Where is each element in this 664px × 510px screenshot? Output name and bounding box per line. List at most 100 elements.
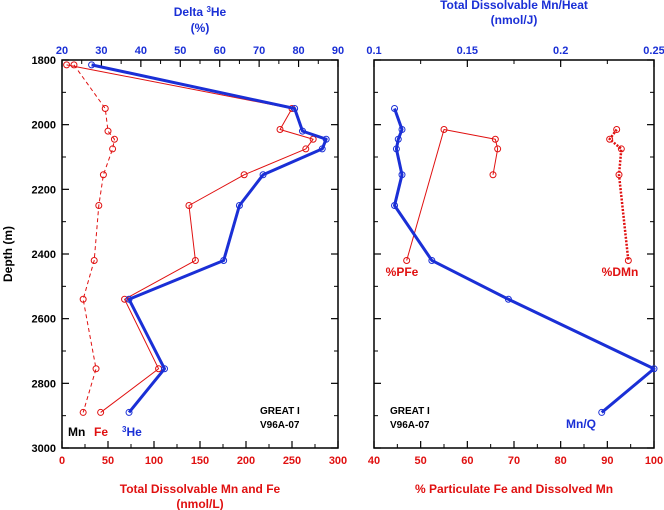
data-point-fe bbox=[95, 202, 103, 209]
data-point-mn bbox=[302, 145, 310, 153]
data-point-mnq bbox=[398, 126, 406, 134]
x-top-tick-label: 0.1 bbox=[366, 45, 381, 57]
x-bottom-tick-label: 300 bbox=[329, 455, 347, 467]
y-tick-label: 3000 bbox=[32, 443, 56, 455]
x-top-tick-label: 30 bbox=[95, 45, 107, 57]
x-top-tick-label: 0.2 bbox=[553, 45, 568, 57]
data-point-3he bbox=[318, 145, 326, 153]
x-bottom-tick-label: 100 bbox=[645, 455, 663, 467]
x-top-tick-label: 0.25 bbox=[643, 45, 664, 57]
legend-mn: Mn bbox=[68, 425, 85, 439]
data-point-fe bbox=[90, 256, 98, 264]
y-tick-label: 2000 bbox=[32, 120, 56, 132]
top-axis-unit: (nmol/J) bbox=[491, 13, 538, 27]
series-line-3he bbox=[91, 63, 328, 414]
y-tick-label: 2400 bbox=[32, 249, 56, 261]
x-top-tick-label: 90 bbox=[332, 45, 344, 57]
x-bottom-tick-label: 50 bbox=[415, 455, 427, 467]
data-point-mn bbox=[191, 256, 199, 264]
data-point-mn bbox=[97, 408, 105, 416]
data-point-fe bbox=[79, 408, 87, 416]
x-top-tick-label: 40 bbox=[135, 45, 147, 57]
x-bottom-tick-label: 60 bbox=[461, 455, 473, 467]
y-tick-label: 2800 bbox=[32, 378, 56, 390]
station-label: GREAT I bbox=[390, 406, 430, 417]
data-point-fe bbox=[109, 145, 117, 153]
series-label-mnq: Mn/Q bbox=[566, 417, 596, 431]
data-point-3he bbox=[291, 105, 299, 112]
top-axis-title: Delta 3He bbox=[174, 5, 227, 19]
data-point-fe bbox=[110, 135, 118, 143]
data-point-3he bbox=[125, 295, 133, 303]
data-point-dmn bbox=[606, 135, 614, 143]
x-bottom-tick-label: 150 bbox=[191, 455, 209, 467]
y-axis-title: Depth (m) bbox=[1, 226, 15, 282]
series-label-pfe: %PFe bbox=[386, 265, 419, 279]
x-bottom-tick-label: 200 bbox=[237, 455, 255, 467]
data-point-fe bbox=[79, 295, 87, 303]
bottom-axis-unit: (nmol/L) bbox=[176, 497, 223, 510]
series-line-mnq bbox=[393, 107, 656, 414]
data-point-fe bbox=[104, 127, 112, 135]
station-id-label: V96A-07 bbox=[260, 420, 300, 431]
data-point-pfe bbox=[440, 126, 448, 134]
data-point-3he bbox=[125, 408, 133, 416]
data-point-3he bbox=[299, 127, 307, 135]
x-top-tick-label: 60 bbox=[214, 45, 226, 57]
bottom-axis-title: % Particulate Fe and Dissolved Mn bbox=[415, 482, 613, 496]
data-point-3he bbox=[259, 171, 267, 179]
data-point-dmn bbox=[624, 256, 632, 264]
data-point-pfe bbox=[494, 145, 502, 153]
data-point-fe bbox=[70, 61, 78, 69]
legend-3he: 3He bbox=[122, 425, 142, 439]
y-tick-label: 2600 bbox=[32, 314, 56, 326]
series-label-dmn: %DMn bbox=[602, 265, 639, 279]
bottom-axis-title: Total Dissolvable Mn and Fe bbox=[120, 482, 281, 496]
data-point-pfe bbox=[403, 256, 411, 264]
series-line-dmn bbox=[608, 128, 630, 261]
series-line-mn bbox=[66, 64, 314, 413]
data-point-3he bbox=[88, 61, 96, 69]
data-point-mnq bbox=[398, 171, 406, 179]
data-point-mnq bbox=[391, 202, 399, 209]
data-point-mn bbox=[63, 61, 71, 69]
data-point-fe bbox=[101, 105, 109, 112]
data-point-mnq bbox=[598, 408, 606, 416]
x-bottom-tick-label: 0 bbox=[59, 455, 65, 467]
y-tick-label: 1800 bbox=[32, 55, 56, 67]
data-point-dmn bbox=[613, 126, 621, 134]
data-point-mn bbox=[185, 202, 193, 209]
station-label: GREAT I bbox=[260, 406, 300, 417]
plot-frame-2 bbox=[373, 59, 655, 449]
data-point-3he bbox=[322, 135, 330, 143]
data-point-dmn bbox=[617, 145, 625, 153]
data-point-mnq bbox=[394, 135, 402, 143]
x-bottom-tick-label: 90 bbox=[601, 455, 613, 467]
data-point-3he bbox=[161, 365, 169, 373]
series-line-fe bbox=[73, 64, 115, 413]
x-bottom-tick-label: 100 bbox=[145, 455, 163, 467]
data-point-fe bbox=[92, 365, 100, 373]
data-point-pfe bbox=[491, 135, 499, 143]
data-point-mnq bbox=[391, 105, 399, 112]
top-axis-title: Total Dissolvable Mn/Heat bbox=[440, 0, 588, 12]
data-point-mnq bbox=[428, 256, 436, 264]
legend-fe: Fe bbox=[94, 425, 108, 439]
x-bottom-tick-label: 50 bbox=[102, 455, 114, 467]
data-point-mnq bbox=[650, 365, 658, 373]
x-top-tick-label: 70 bbox=[253, 45, 265, 57]
x-bottom-tick-label: 80 bbox=[555, 455, 567, 467]
y-tick-label: 2200 bbox=[32, 184, 56, 196]
data-point-3he bbox=[235, 202, 243, 209]
top-axis-unit: (%) bbox=[191, 21, 210, 35]
series-line-pfe bbox=[406, 129, 499, 261]
data-point-mnq bbox=[392, 145, 400, 153]
data-point-dmn bbox=[615, 171, 623, 179]
data-point-mn bbox=[276, 126, 284, 134]
x-bottom-tick-label: 250 bbox=[283, 455, 301, 467]
data-point-3he bbox=[220, 256, 228, 264]
x-top-tick-label: 20 bbox=[56, 45, 68, 57]
data-point-mnq bbox=[504, 295, 512, 303]
x-top-tick-label: 50 bbox=[174, 45, 186, 57]
